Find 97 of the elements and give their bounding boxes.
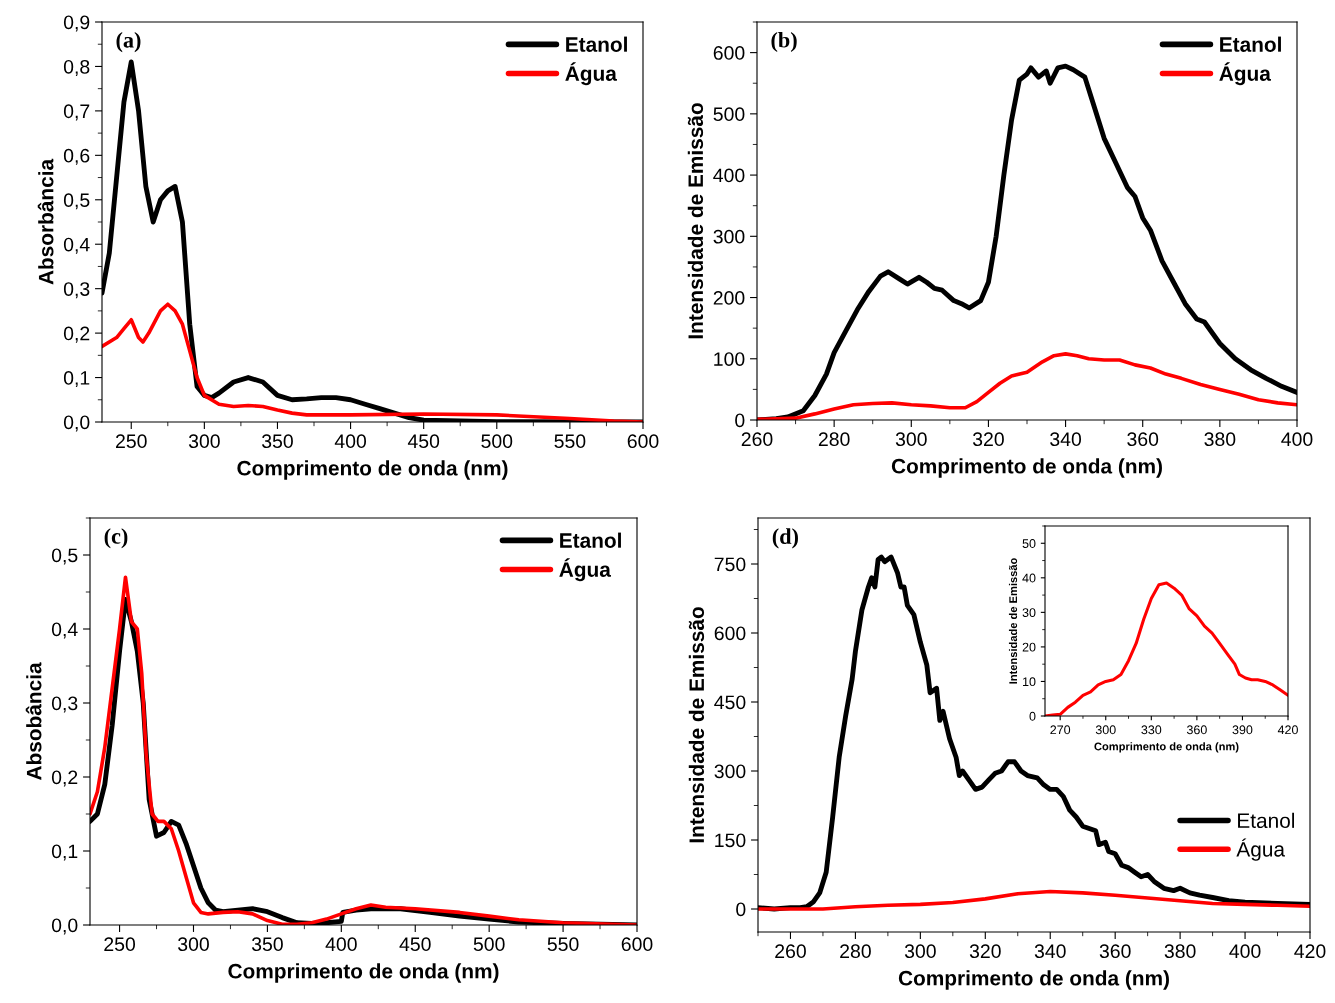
y-tick-label: 600 bbox=[713, 46, 745, 60]
y-tick-label: 600 bbox=[714, 626, 746, 641]
x-tick-label: 300 bbox=[1095, 725, 1116, 735]
x-tick-label: 420 bbox=[1294, 944, 1326, 959]
y-tick-label: 0,2 bbox=[63, 326, 90, 343]
x-tick-label: 400 bbox=[1229, 944, 1261, 959]
y-tick-label: 750 bbox=[714, 557, 746, 572]
x-tick-label: 400 bbox=[334, 434, 367, 449]
x-tick-label: 450 bbox=[399, 937, 431, 952]
y-tick-label: 400 bbox=[713, 168, 745, 183]
x-axis-title: Comprimento de onda (nm) bbox=[228, 963, 499, 983]
x-tick-label: 270 bbox=[1050, 725, 1071, 735]
x-tick-label: 360 bbox=[1127, 432, 1159, 447]
x-tick-label: 260 bbox=[775, 944, 806, 959]
x-tick-label: 500 bbox=[481, 434, 513, 449]
y-tick-label: 0,5 bbox=[51, 548, 78, 565]
x-tick-label: 340 bbox=[1050, 432, 1082, 447]
x-tick-label: 400 bbox=[1281, 432, 1313, 447]
x-tick-label: 350 bbox=[251, 937, 283, 952]
y-tick-label: 0,4 bbox=[51, 622, 78, 639]
legend-label: Água bbox=[559, 558, 611, 582]
legend-label: Etanol bbox=[1220, 36, 1281, 52]
x-tick-label: 450 bbox=[407, 434, 440, 449]
legend-label: Água bbox=[1219, 62, 1271, 86]
y-tick-label: 450 bbox=[714, 695, 746, 710]
y-tick-label: 500 bbox=[713, 107, 745, 122]
x-tick-label: 380 bbox=[1204, 432, 1236, 447]
y-tick-label: 0,2 bbox=[51, 770, 78, 787]
x-tick-label: 360 bbox=[1099, 944, 1131, 959]
y-tick-label: 0,0 bbox=[63, 415, 90, 432]
y-tick-label: 300 bbox=[713, 229, 745, 244]
x-tick-label: 300 bbox=[178, 937, 209, 952]
x-tick-label: 500 bbox=[473, 937, 505, 952]
x-tick-label: 320 bbox=[969, 944, 1001, 959]
x-tick-label: 250 bbox=[116, 434, 147, 449]
x-tick-label: 420 bbox=[1277, 725, 1298, 735]
y-tick-label: 50 bbox=[1022, 539, 1036, 548]
legend-label: Etanol bbox=[1238, 812, 1295, 829]
y-tick-label: 200 bbox=[713, 291, 745, 305]
x-tick-label: 280 bbox=[840, 944, 871, 959]
x-axis-title: Comprimento de onda (nm) bbox=[237, 460, 508, 480]
y-tick-label: 0,3 bbox=[51, 696, 78, 713]
line-series bbox=[758, 889, 1310, 911]
annotation: (b) bbox=[771, 31, 797, 53]
y-tick-label: 100 bbox=[714, 352, 745, 367]
x-tick-label: 550 bbox=[554, 434, 586, 449]
x-tick-label: 390 bbox=[1232, 725, 1253, 735]
x-tick-label: 340 bbox=[1034, 944, 1066, 959]
y-tick-label: 0,0 bbox=[51, 918, 78, 935]
y-tick-label: 0 bbox=[736, 902, 746, 917]
x-tick-label: 330 bbox=[1141, 725, 1162, 735]
x-tick-label: 250 bbox=[104, 937, 136, 952]
annotation: (a) bbox=[116, 32, 141, 53]
x-tick-label: 350 bbox=[261, 434, 293, 449]
legend-label: Água bbox=[1236, 838, 1285, 861]
y-tick-label: 0,1 bbox=[63, 371, 90, 388]
y-tick-label: 0,6 bbox=[63, 148, 90, 165]
y-tick-label: 10 bbox=[1023, 677, 1036, 687]
x-axis-title: Comprimento de onda (nm) bbox=[898, 970, 1169, 990]
legend-label: Água bbox=[565, 62, 617, 86]
y-axis-title: Absorbância bbox=[37, 158, 54, 285]
y-tick-label: 20 bbox=[1022, 642, 1036, 652]
x-tick-label: 600 bbox=[627, 434, 659, 449]
y-tick-label: 0,1 bbox=[51, 844, 78, 861]
y-axis-title: Intensidade de Emissão bbox=[687, 103, 704, 339]
y-tick-label: 0,4 bbox=[63, 237, 90, 254]
y-tick-label: 0 bbox=[1029, 711, 1036, 721]
y-tick-label: 40 bbox=[1022, 573, 1036, 583]
x-tick-label: 600 bbox=[621, 937, 653, 952]
x-axis-title: Comprimento de onda (nm) bbox=[1094, 742, 1239, 753]
x-tick-label: 300 bbox=[904, 944, 936, 959]
y-axis-title: Absobância bbox=[25, 662, 42, 781]
x-tick-label: 550 bbox=[547, 937, 579, 952]
legend-label: Etanol bbox=[566, 36, 627, 52]
y-tick-label: 0,7 bbox=[63, 104, 90, 121]
x-tick-label: 280 bbox=[818, 432, 850, 447]
x-tick-label: 400 bbox=[325, 937, 357, 952]
annotation: (d) bbox=[772, 528, 798, 549]
y-tick-label: 0 bbox=[735, 413, 745, 428]
x-tick-label: 300 bbox=[188, 434, 220, 449]
y-axis-title: Intensidade de Emissão bbox=[688, 607, 705, 843]
x-tick-label: 300 bbox=[895, 432, 927, 447]
x-tick-label: 320 bbox=[972, 432, 1004, 447]
y-tick-label: 30 bbox=[1022, 608, 1036, 618]
y-tick-label: 150 bbox=[715, 833, 746, 848]
x-tick-label: 260 bbox=[741, 432, 773, 447]
y-tick-label: 0,9 bbox=[63, 15, 90, 32]
y-tick-label: 0,8 bbox=[63, 59, 90, 76]
y-tick-label: 300 bbox=[714, 764, 746, 779]
x-tick-label: 380 bbox=[1164, 944, 1196, 959]
legend-label: Etanol bbox=[560, 532, 621, 548]
y-tick-label: 0,5 bbox=[63, 193, 90, 210]
y-tick-label: 0,3 bbox=[63, 282, 90, 299]
x-axis-title: Comprimento de onda (nm) bbox=[891, 458, 1162, 478]
annotation: (c) bbox=[104, 528, 128, 549]
x-tick-label: 360 bbox=[1186, 725, 1207, 735]
y-axis-title: Intensidade de Emissão bbox=[1008, 558, 1018, 684]
